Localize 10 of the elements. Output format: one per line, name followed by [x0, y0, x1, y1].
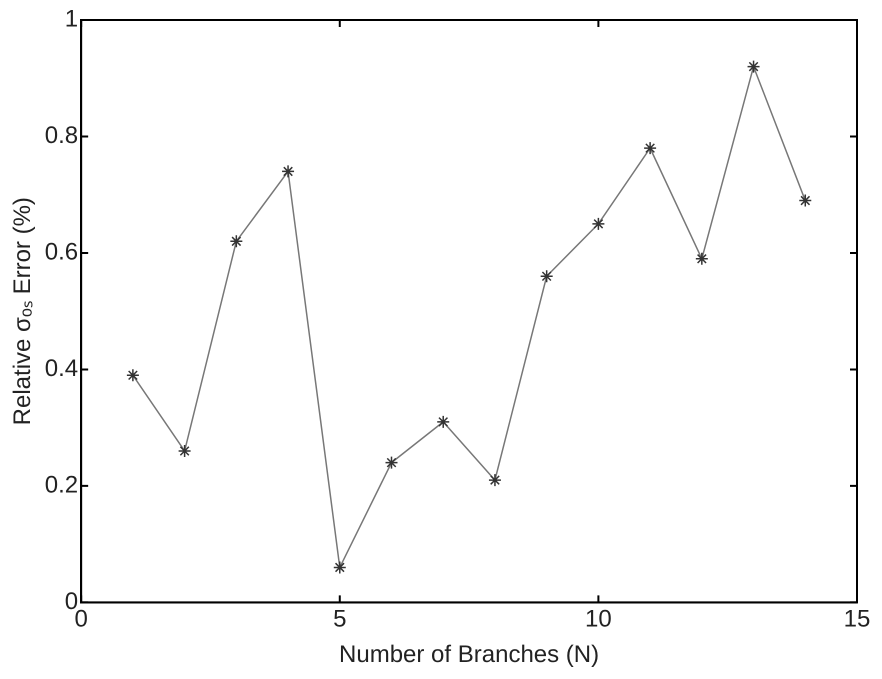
x-axis-title: Number of Branches (N): [339, 641, 600, 668]
x-tick-label: 5: [333, 605, 346, 632]
y-tick-label: 0.6: [44, 238, 78, 266]
y-tick-label: 1: [64, 6, 78, 33]
x-tick-label: 15: [844, 605, 870, 632]
y-tick-label: 0.4: [44, 355, 78, 382]
y-tick-label: 0.8: [44, 122, 78, 150]
y-axis-title: Relative σₒₛ Error (%): [9, 197, 36, 426]
x-tick-label: 10: [585, 605, 612, 632]
y-tick-label: 0.2: [44, 472, 78, 499]
